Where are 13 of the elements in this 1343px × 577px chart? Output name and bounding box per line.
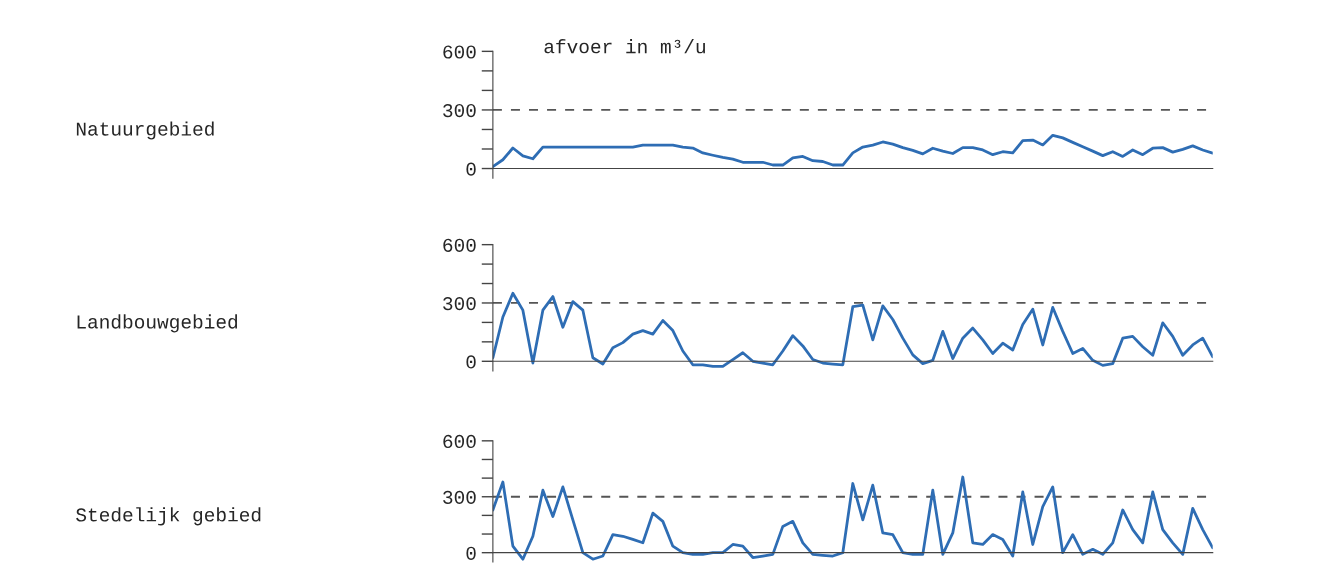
y-tick-label: 0: [466, 546, 476, 560]
y-tick-label: 300: [443, 103, 476, 118]
y-tick-label: 300: [443, 297, 476, 311]
chart-title: afvoer in m³/u: [544, 39, 705, 54]
y-tick-label: 600: [443, 434, 476, 449]
y-axis-title: Stedelijk gebied: [76, 507, 261, 526]
y-axis-title: Natuurgebied: [76, 121, 214, 140]
y-axis-title: Landbouwgebied: [77, 314, 238, 333]
y-tick-label: 0: [466, 162, 476, 176]
y-tick-label: 0: [466, 355, 476, 369]
y-tick-label: 300: [443, 490, 476, 504]
y-tick-label: 600: [443, 45, 476, 59]
y-tick-label: 600: [443, 238, 476, 252]
